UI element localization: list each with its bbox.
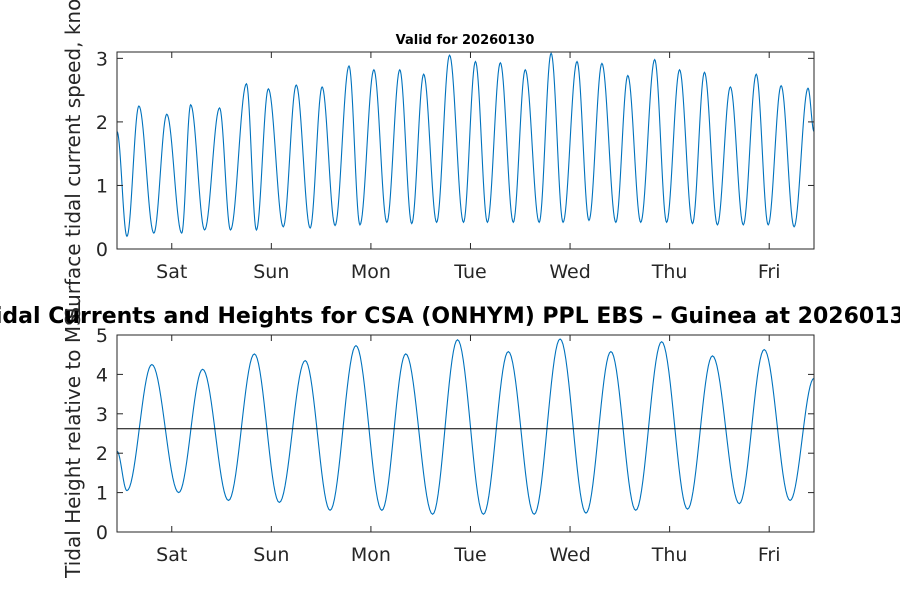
y-tick-label: 0 bbox=[96, 522, 108, 544]
figure-title: Tidal Currents and Heights for CSA (ONHY… bbox=[0, 304, 900, 329]
x-tick-label: Thu bbox=[651, 544, 688, 566]
y-tick-label: 2 bbox=[96, 443, 108, 465]
y-tick-label: 3 bbox=[96, 404, 108, 426]
x-tick-label: Sun bbox=[253, 544, 289, 566]
x-tick-label: Sat bbox=[156, 544, 187, 566]
x-tick-label: Sat bbox=[156, 261, 187, 283]
x-tick-label: Wed bbox=[549, 261, 590, 283]
axes-box bbox=[116, 51, 815, 250]
tidal-height-plot-area: Sat Sun Mon Tue Wed Thu Fri 0 1 2 3 4 5 bbox=[96, 325, 815, 566]
axes-box bbox=[116, 334, 815, 533]
current-speed-plot-area: Sat Sun Mon Tue Wed Thu Fri 0 1 2 3 bbox=[96, 48, 815, 283]
y-axis-label: Tidal Height relative to MSL bbox=[61, 301, 85, 579]
x-tick-label: Fri bbox=[758, 261, 781, 283]
series-line bbox=[117, 52, 814, 238]
y-tick-label: 1 bbox=[96, 483, 108, 505]
y-tick-label: 5 bbox=[96, 325, 108, 347]
x-tick-label: Mon bbox=[351, 544, 391, 566]
x-tick-label: Fri bbox=[758, 544, 781, 566]
series-line bbox=[117, 338, 814, 516]
current-speed-chart: Valid for 20260130 Sat Sun Mon Tue Wed Thu Fri… bbox=[61, 0, 815, 320]
chart-title: Valid for 20260130 bbox=[396, 33, 535, 48]
x-tick-label: Thu bbox=[651, 261, 688, 283]
x-tick-label: Sun bbox=[253, 261, 289, 283]
y-tick-label: 0 bbox=[96, 239, 108, 261]
tidal-height-chart: Sat Sun Mon Tue Wed Thu Fri 0 1 2 3 4 5 Tidal Height… bbox=[61, 301, 815, 579]
y-tick-label: 3 bbox=[96, 48, 108, 70]
y-tick-label: 1 bbox=[96, 175, 108, 197]
x-tick-label: Mon bbox=[351, 261, 391, 283]
y-axis-label: Surface tidal current speed, knots bbox=[61, 0, 85, 320]
y-tick-label: 4 bbox=[96, 364, 108, 386]
y-tick-label: 2 bbox=[96, 112, 108, 134]
x-tick-label: Tue bbox=[453, 544, 486, 566]
x-tick-label: Wed bbox=[549, 544, 590, 566]
x-tick-label: Tue bbox=[453, 261, 486, 283]
